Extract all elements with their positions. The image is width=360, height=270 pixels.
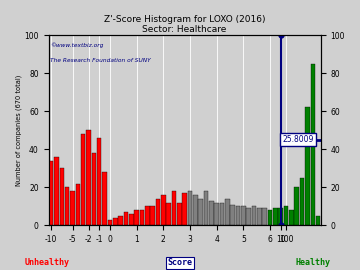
Bar [97, 138, 102, 225]
Text: ©www.textbiz.org: ©www.textbiz.org [50, 43, 103, 48]
Bar [268, 210, 272, 225]
Bar [300, 178, 304, 225]
Bar [177, 203, 181, 225]
Bar [140, 210, 144, 225]
Bar [166, 203, 171, 225]
Bar [145, 207, 149, 225]
Bar [70, 191, 75, 225]
Bar [279, 208, 283, 225]
Bar [247, 208, 251, 225]
Bar [230, 205, 235, 225]
Bar [59, 168, 64, 225]
Bar [161, 195, 166, 225]
Bar [193, 195, 198, 225]
Bar [183, 193, 187, 225]
Bar [252, 207, 256, 225]
Bar [284, 207, 288, 225]
Bar [305, 107, 310, 225]
Bar [150, 207, 155, 225]
Bar [273, 208, 278, 225]
Bar [156, 199, 160, 225]
Bar [241, 207, 246, 225]
Bar [289, 210, 294, 225]
Bar [311, 64, 315, 225]
Bar [172, 191, 176, 225]
Bar [188, 191, 192, 225]
Y-axis label: Number of companies (670 total): Number of companies (670 total) [15, 75, 22, 186]
Bar [129, 214, 134, 225]
Bar [198, 199, 203, 225]
Bar [257, 208, 262, 225]
Bar [86, 130, 91, 225]
Bar [294, 187, 299, 225]
Bar [81, 134, 85, 225]
Bar [209, 201, 213, 225]
Bar [123, 212, 128, 225]
Bar [316, 216, 320, 225]
Text: Score: Score [167, 258, 193, 267]
Bar [76, 184, 80, 225]
Bar [134, 210, 139, 225]
Bar [225, 199, 230, 225]
Bar [54, 157, 59, 225]
Title: Z'-Score Histogram for LOXO (2016)
Sector: Healthcare: Z'-Score Histogram for LOXO (2016) Secto… [104, 15, 265, 34]
Bar [215, 203, 219, 225]
Bar [91, 153, 96, 225]
Bar [204, 191, 208, 225]
Bar [113, 218, 117, 225]
Text: Unhealthy: Unhealthy [24, 258, 69, 267]
Bar [49, 161, 53, 225]
Text: The Research Foundation of SUNY: The Research Foundation of SUNY [50, 58, 151, 63]
Bar [262, 208, 267, 225]
Bar [118, 216, 123, 225]
Bar [108, 220, 112, 225]
Text: Healthy: Healthy [296, 258, 331, 267]
Bar [220, 203, 224, 225]
Bar [65, 187, 69, 225]
Bar [102, 172, 107, 225]
Bar [236, 207, 240, 225]
Text: 25.8009: 25.8009 [282, 135, 314, 144]
